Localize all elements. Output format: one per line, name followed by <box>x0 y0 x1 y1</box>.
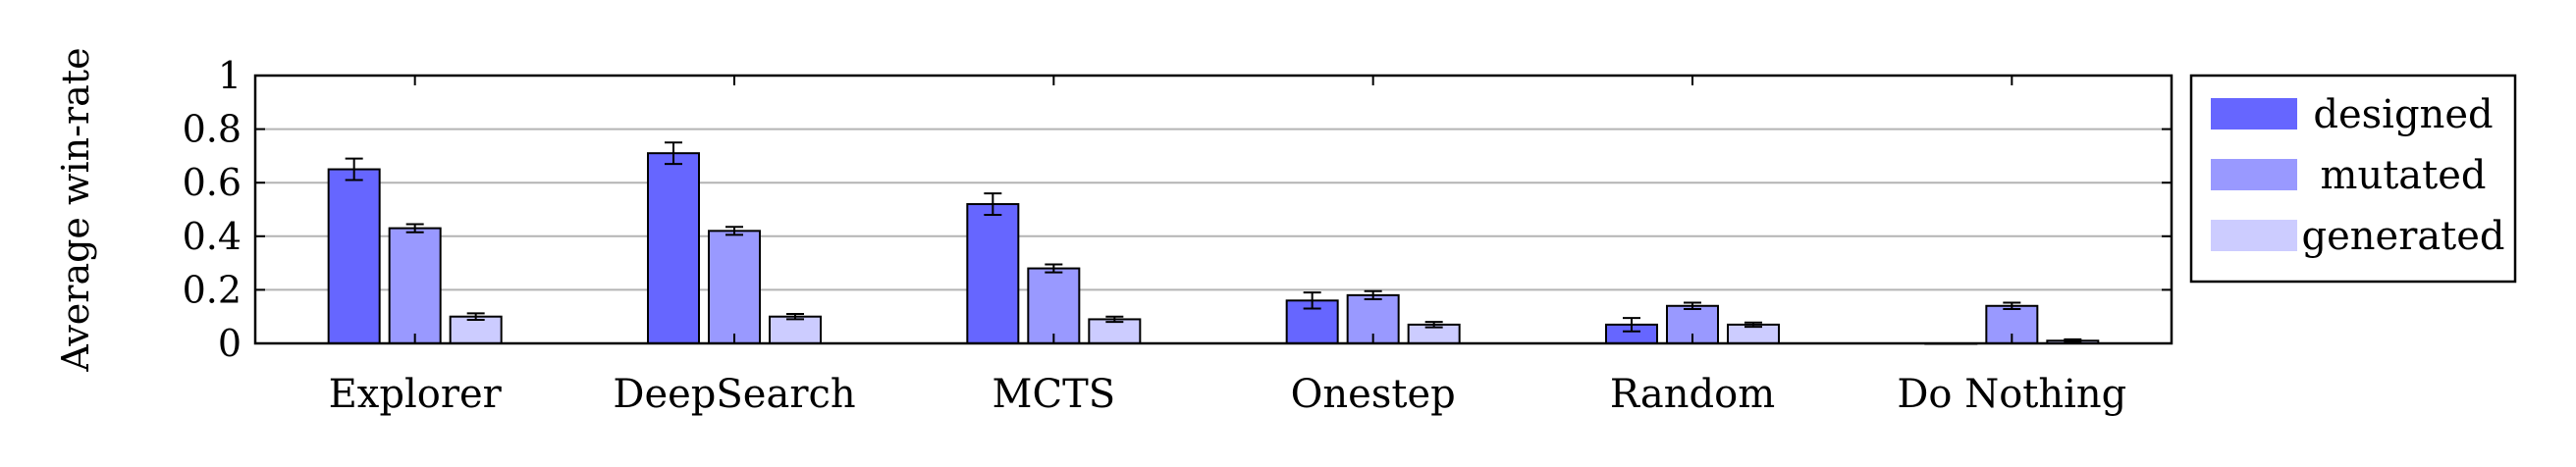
bar-mutated <box>388 227 442 344</box>
bar-generated <box>769 315 822 345</box>
legend-label-generated: generated <box>2301 214 2504 259</box>
bar-designed <box>647 152 700 344</box>
legend-swatch-mutated <box>2211 159 2297 190</box>
bar-designed <box>327 168 381 344</box>
y-tick-label: 0.8 <box>183 108 242 151</box>
bar-mutated <box>708 230 761 344</box>
y-axis-ticks: 0 0.2 0.4 0.6 0.8 1 <box>183 54 2172 365</box>
legend-label-mutated: mutated <box>2321 153 2487 198</box>
y-tick-label: 0.2 <box>183 268 242 311</box>
y-tick-label: 0 <box>218 322 242 365</box>
bar-mutated <box>1027 267 1081 344</box>
grid-lines <box>255 128 2172 291</box>
legend-label-designed: designed <box>2313 92 2493 137</box>
legend: designed mutated generated <box>2189 74 2517 284</box>
x-axis-ticks: Explorer DeepSearch MCTS Onestep Random Do No… <box>329 76 2126 417</box>
legend-swatch-designed <box>2211 98 2297 130</box>
bar-mutated <box>1346 293 1400 344</box>
bar-designed <box>966 203 1020 344</box>
x-tick-label: Onestep <box>1291 372 1456 417</box>
x-tick-label: Do Nothing <box>1897 372 2126 417</box>
x-tick-label: Explorer <box>329 372 503 417</box>
y-tick-label: 0.4 <box>183 215 242 258</box>
y-tick-label: 1 <box>218 54 242 97</box>
y-tick-label: 0.6 <box>183 161 242 204</box>
x-tick-label: DeepSearch <box>613 372 855 417</box>
legend-swatch-generated <box>2211 220 2297 251</box>
x-tick-label: MCTS <box>993 372 1116 417</box>
x-tick-label: Random <box>1610 372 1775 417</box>
plot-frame <box>253 74 2174 345</box>
bars <box>327 141 2100 345</box>
y-axis-label: Average win-rate <box>54 47 97 372</box>
